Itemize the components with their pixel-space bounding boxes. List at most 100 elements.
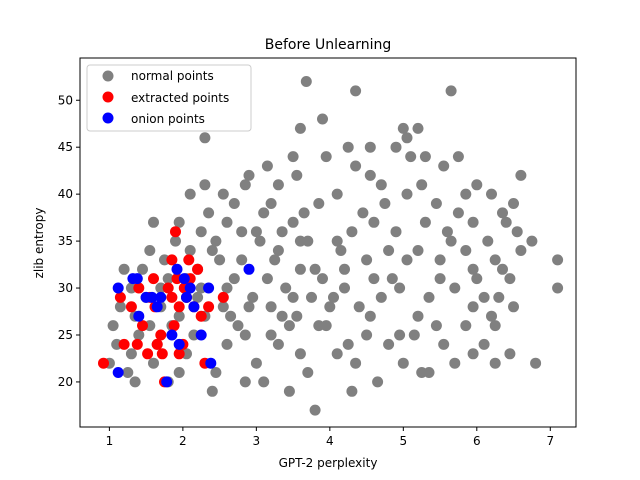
point-0-0: [300, 76, 312, 87]
point-1-0: [98, 357, 109, 369]
point-0-62: [250, 226, 262, 238]
point-0-117: [148, 357, 159, 369]
point-0-48: [195, 226, 207, 238]
point-0-63: [287, 216, 299, 228]
point-0-199: [486, 310, 497, 322]
point-0-183: [206, 245, 218, 256]
series-2: [112, 263, 255, 388]
legend-label-onion: onion points: [131, 112, 205, 126]
point-0-167: [346, 226, 358, 238]
point-0-186: [258, 207, 270, 219]
point-0-108: [276, 310, 288, 322]
point-0-52: [467, 216, 479, 228]
point-0-151: [317, 273, 328, 285]
point-2-16: [195, 329, 207, 341]
x-axis: 1 2 3 4 5 6 7: [106, 427, 554, 448]
point-0-150: [294, 263, 306, 275]
point-0-127: [129, 376, 141, 388]
point-0-84: [221, 282, 233, 294]
point-0-102: [489, 320, 501, 332]
point-0-128: [173, 367, 185, 378]
point-0-33: [486, 188, 497, 200]
x-tick-label-3: 4: [326, 434, 334, 448]
legend: normal points extracted points onion poi…: [86, 64, 252, 132]
x-axis-label: GPT-2 perplexity: [279, 456, 378, 470]
point-0-123: [412, 310, 424, 322]
point-0-168: [276, 226, 288, 238]
point-0-115: [530, 357, 542, 369]
y-tick-label-3: 35: [58, 234, 73, 248]
point-0-116: [122, 367, 134, 378]
point-0-1: [350, 85, 362, 97]
point-1-33: [173, 348, 185, 360]
point-0-131: [294, 348, 306, 360]
point-0-161: [353, 301, 365, 313]
point-0-164: [401, 254, 413, 266]
y-tick-label-6: 50: [58, 93, 73, 107]
point-0-12: [390, 141, 402, 153]
chart-title: Before Unlearning: [265, 37, 391, 53]
point-2-17: [203, 282, 215, 294]
point-0-91: [508, 301, 519, 313]
point-0-26: [217, 188, 229, 200]
point-0-154: [306, 291, 317, 303]
point-0-114: [504, 348, 516, 360]
point-0-24: [184, 188, 196, 200]
point-0-47: [170, 235, 181, 247]
point-0-16: [261, 160, 273, 172]
point-1-28: [195, 310, 207, 322]
point-0-194: [294, 235, 306, 247]
plot-frame: [79, 57, 577, 428]
point-1-4: [133, 282, 145, 294]
y-tick-label-1: 25: [58, 328, 73, 342]
y-tick-label-4: 40: [58, 187, 73, 201]
point-0-181: [394, 282, 406, 294]
point-0-187: [313, 198, 325, 209]
point-2-13: [181, 291, 192, 303]
point-0-157: [320, 320, 332, 332]
point-0-74: [331, 235, 343, 247]
point-2-3: [133, 310, 145, 322]
point-0-15: [243, 169, 255, 181]
point-0-139: [302, 367, 314, 378]
point-0-188: [368, 216, 380, 228]
point-0-141: [397, 357, 409, 369]
point-0-25: [199, 179, 211, 191]
point-0-120: [265, 329, 277, 341]
point-0-80: [107, 320, 119, 332]
point-0-112: [467, 301, 479, 313]
legend-label-extracted: extracted points: [131, 91, 229, 105]
point-2-14: [184, 282, 196, 294]
point-0-32: [471, 179, 483, 191]
point-0-171: [173, 310, 185, 322]
point-0-41: [401, 188, 413, 200]
point-0-4: [199, 132, 211, 144]
point-1-18: [168, 320, 180, 332]
point-0-61: [210, 235, 222, 247]
x-tick-label-1: 2: [179, 434, 187, 448]
point-0-96: [243, 301, 255, 313]
point-0-145: [239, 376, 251, 388]
point-1-30: [203, 301, 215, 313]
point-0-8: [287, 151, 299, 163]
point-1-16: [166, 291, 178, 303]
point-1-14: [156, 348, 168, 360]
point-0-34: [508, 198, 519, 209]
point-0-191: [283, 320, 295, 332]
point-0-137: [206, 385, 218, 397]
point-1-5: [137, 320, 148, 332]
point-1-31: [217, 291, 229, 303]
legend-marker-onion: [102, 112, 114, 124]
point-0-54: [511, 226, 523, 238]
x-tick-label-0: 1: [106, 434, 114, 448]
x-tick-label-2: 3: [253, 434, 261, 448]
point-2-18: [205, 357, 217, 369]
point-0-73: [272, 245, 284, 256]
point-2-1: [112, 282, 124, 294]
point-0-79: [552, 282, 564, 294]
x-tick-label-6: 7: [546, 434, 554, 448]
point-0-23: [515, 169, 527, 181]
point-1-27: [192, 263, 204, 275]
point-0-156: [291, 310, 303, 322]
